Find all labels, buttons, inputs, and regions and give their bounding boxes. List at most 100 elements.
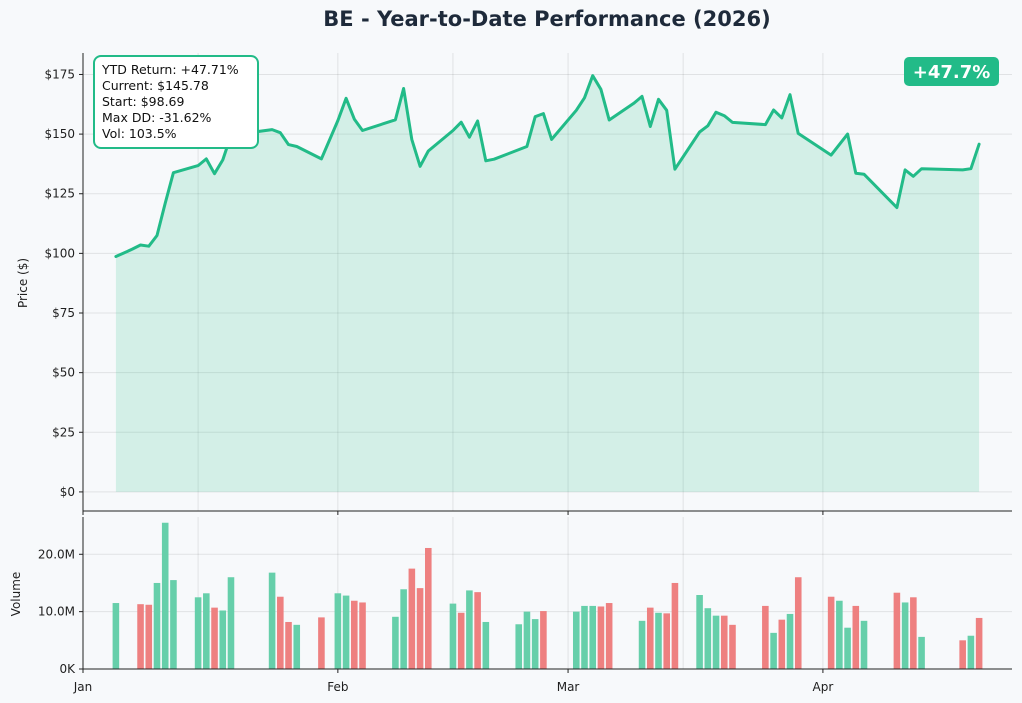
- volume-bar-down: [137, 604, 144, 669]
- xtick-label: Feb: [327, 680, 348, 694]
- volume-bar-up: [589, 605, 597, 669]
- volume-bar-up: [655, 612, 662, 669]
- volume-bar-up: [572, 611, 580, 669]
- volume-bar-up: [194, 597, 202, 669]
- volume-bar-up: [170, 580, 177, 669]
- volume-series: [112, 522, 983, 669]
- volume-bar-down: [729, 624, 736, 669]
- price-area: [115, 75, 980, 492]
- volume-bar-up: [515, 624, 523, 669]
- volume-bar-up: [219, 610, 227, 669]
- chart-title: BE - Year-to-Date Performance (2026): [323, 7, 770, 31]
- volume-bar-up: [531, 619, 539, 669]
- volume-bar-up: [392, 616, 399, 669]
- volume-bar-up: [203, 593, 210, 669]
- volume-bar-down: [211, 607, 218, 669]
- volume-bar-down: [720, 615, 728, 669]
- volume-bar-down: [318, 617, 325, 669]
- tick-labels: $0 $25 $50 $75 $100 $125 $150 $175 0K 10.0M 20.0M J…: [38, 67, 833, 694]
- return-badge-text: +47.7%: [913, 62, 991, 83]
- volume-bar-up: [334, 593, 342, 669]
- stats-max-drawdown: Max DD: -31.62%: [102, 110, 212, 125]
- volume-bar-down: [975, 617, 983, 669]
- price-ytick-label: $50: [52, 366, 75, 380]
- price-axis-label: Price ($): [16, 258, 30, 308]
- volume-bar-down: [145, 604, 153, 669]
- volume-bar-down: [794, 577, 802, 669]
- volume-bar-down: [852, 605, 860, 669]
- volume-bar-down: [425, 547, 432, 669]
- volume-ytick-label: 0K: [59, 662, 76, 676]
- stats-box: YTD Return: +47.71% Current: $145.78 Sta…: [93, 55, 259, 149]
- volume-bar-up: [112, 603, 120, 669]
- volume-bar-up: [342, 595, 350, 669]
- price-ytick-label: $175: [44, 67, 75, 81]
- volume-bar-up: [466, 590, 473, 669]
- price-ytick-label: $25: [52, 425, 75, 439]
- price-ytick-label: $125: [44, 187, 75, 201]
- volume-bar-up: [786, 613, 794, 669]
- return-badge: +47.7%: [904, 57, 999, 86]
- volume-bar-up: [860, 620, 868, 669]
- volume-bar-down: [910, 597, 917, 669]
- stats-start: Start: $98.69: [102, 94, 185, 109]
- price-ytick-label: $75: [52, 306, 75, 320]
- volume-bar-up: [227, 577, 235, 669]
- volume-bar-down: [408, 568, 416, 669]
- volume-bar-down: [351, 600, 358, 669]
- volume-bar-down: [540, 611, 547, 669]
- volume-bar-up: [268, 572, 276, 669]
- stats-current: Current: $145.78: [102, 78, 209, 93]
- volume-bar-down: [663, 613, 670, 669]
- price-ytick-label: $100: [44, 246, 75, 260]
- volume-bar-up: [696, 595, 703, 669]
- volume-bar-up: [901, 602, 909, 669]
- volume-ytick-label: 10.0M: [38, 605, 75, 619]
- volume-bar-down: [285, 621, 292, 669]
- volume-bar-up: [581, 605, 588, 669]
- volume-bar-up: [293, 624, 301, 669]
- volume-bar-up: [153, 582, 161, 669]
- volume-bar-up: [482, 621, 490, 669]
- volume-bar-down: [646, 607, 654, 669]
- volume-bar-up: [967, 635, 975, 669]
- volume-bar-up: [449, 603, 457, 669]
- xtick-label: Jan: [73, 680, 93, 694]
- return-badge-bg: [904, 57, 999, 86]
- volume-bar-up: [523, 611, 531, 669]
- volume-bar-down: [671, 582, 679, 669]
- volume-bar-down: [959, 640, 966, 669]
- volume-bar-down: [416, 588, 424, 669]
- stats-volatility: Vol: 103.5%: [102, 126, 177, 141]
- price-ytick-label: $150: [44, 127, 75, 141]
- volume-bar-down: [893, 592, 901, 669]
- volume-bar-up: [844, 627, 851, 669]
- volume-bar-down: [359, 602, 366, 669]
- volume-bar-up: [836, 600, 843, 669]
- volume-bar-down: [277, 596, 284, 669]
- volume-bar-down: [762, 605, 769, 669]
- volume-bar-up: [638, 620, 646, 669]
- stats-box-frame: [93, 55, 259, 149]
- volume-bar-down: [474, 592, 481, 669]
- volume-axis-label: Volume: [9, 572, 23, 617]
- volume-bar-up: [712, 615, 720, 669]
- volume-bar-up: [400, 589, 407, 669]
- volume-bar-up: [704, 608, 712, 669]
- stats-ytd-return: YTD Return: +47.71%: [101, 62, 239, 77]
- volume-bar-up: [918, 636, 925, 669]
- volume-bar-down: [605, 603, 613, 669]
- axes: [79, 53, 1012, 673]
- volume-bar-down: [778, 619, 786, 669]
- xtick-label: Apr: [813, 680, 834, 694]
- volume-bar-up: [161, 522, 169, 669]
- volume-bar-down: [827, 596, 835, 669]
- volume-ytick-label: 20.0M: [38, 547, 75, 561]
- price-gridlines: [82, 53, 1012, 511]
- volume-bar-down: [597, 606, 605, 669]
- price-ytick-label: $0: [60, 485, 75, 499]
- volume-bar-down: [457, 612, 465, 669]
- xtick-label: Mar: [557, 680, 580, 694]
- volume-bar-up: [770, 632, 777, 669]
